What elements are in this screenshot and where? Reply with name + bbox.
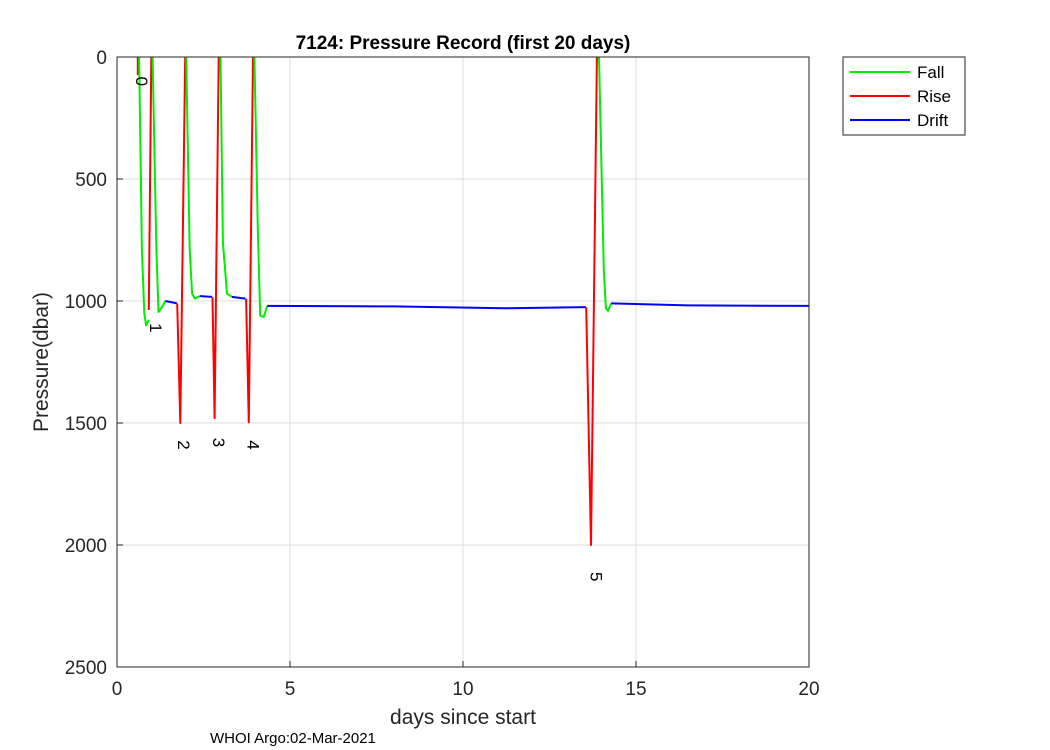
y-tick-label: 2000 [65,536,107,557]
rise-segment [176,56,187,424]
drift-segment [267,304,586,310]
legend-label-drift: Drift [917,111,948,130]
y-tick-label: 2500 [65,658,107,679]
x-tick-label: 15 [625,679,646,700]
legend-label-fall: Fall [917,63,944,82]
legend-label-rise: Rise [917,87,951,106]
fall-segment [185,56,201,300]
drift-segment [199,295,213,298]
rise-segment [211,56,220,420]
profile-number-label: 0 [132,77,151,86]
profile-number-label: 3 [209,438,228,447]
fall-segment [253,56,269,318]
profile-number-label: 2 [174,440,193,449]
profile-number-label: 4 [243,440,262,449]
chart-title: 7124: Pressure Record (first 20 days) [296,33,631,54]
drift-segment [611,302,810,307]
footer-text: WHOI Argo:02-Mar-2021 [210,730,376,747]
drift-segment [231,295,246,300]
fall-segment [598,56,613,312]
x-tick-label: 5 [285,679,296,700]
profile-number-label: 1 [146,323,165,332]
x-tick-label: 10 [452,679,473,700]
x-axis-label: days since start [390,706,536,729]
y-axis-label: Pressure(dbar) [30,292,53,432]
x-tick-label: 0 [112,679,123,700]
rise-segment [147,56,153,311]
fall-segment [138,56,150,327]
profile-number-label: 5 [586,572,605,581]
y-tick-label: 0 [96,48,107,69]
y-tick-label: 1000 [65,292,107,313]
y-tick-label: 500 [75,170,107,191]
x-tick-label: 20 [798,679,819,700]
drift-segment [165,300,178,305]
fall-segment [151,56,167,313]
legend: Fall Rise Drift [842,56,966,136]
rise-segment [585,56,598,546]
fall-segment [219,56,233,298]
y-tick-label: 1500 [65,414,107,435]
rise-segment [245,56,254,424]
